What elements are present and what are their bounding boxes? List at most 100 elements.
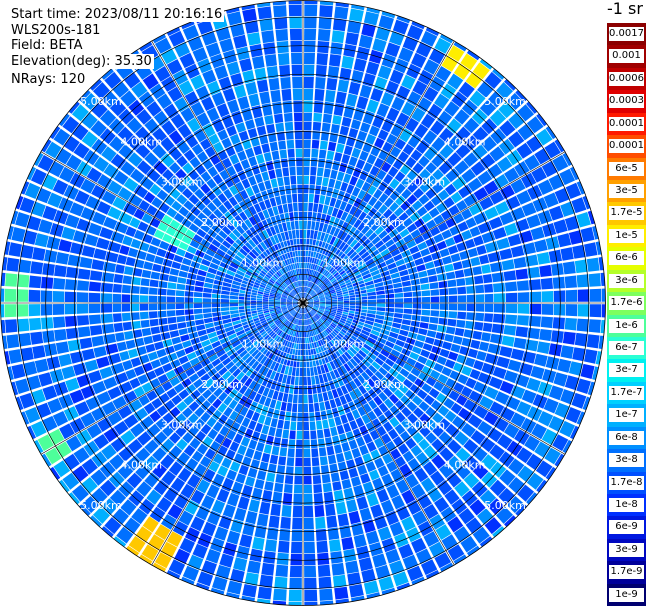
ppi-cell <box>284 312 290 317</box>
ppi-cell <box>254 479 265 490</box>
ppi-cell <box>205 42 221 58</box>
ppi-cell <box>221 341 231 349</box>
ppi-cell <box>341 375 349 385</box>
ppi-cell <box>175 290 185 297</box>
ppi-cell <box>339 162 348 173</box>
ppi-cell <box>202 308 212 314</box>
ppi-cell <box>20 244 34 259</box>
ppi-cell <box>317 266 322 272</box>
ppi-cell <box>495 391 510 405</box>
ppi-cell <box>252 271 259 277</box>
ppi-cell <box>300 349 303 356</box>
ppi-cell <box>314 335 318 342</box>
ppi-cell <box>428 275 438 283</box>
ppi-cell <box>295 318 298 325</box>
legend-swatch: 3e-6 <box>607 269 646 293</box>
ppi-cell <box>212 316 222 322</box>
ppi-cell <box>287 296 293 299</box>
ppi-cell <box>320 332 325 338</box>
ppi-cell <box>279 528 291 541</box>
ppi-cell <box>269 310 276 314</box>
ppi-cell <box>442 255 452 265</box>
ppi-cell <box>303 394 308 404</box>
ppi-cell <box>280 195 287 205</box>
ppi-cell <box>236 251 246 260</box>
ppi-cell <box>430 120 445 136</box>
ppi-cell <box>244 297 251 300</box>
ppi-cell <box>110 362 125 375</box>
ppi-cell <box>284 266 289 272</box>
ppi-cell <box>5 319 18 333</box>
ppi-cell <box>241 107 253 122</box>
ppi-cell <box>336 312 342 316</box>
ppi-cell <box>265 249 271 256</box>
ppi-cell <box>303 403 309 413</box>
ppi-cell <box>484 283 494 293</box>
ppi-cell <box>313 298 319 301</box>
ppi-cell <box>314 278 319 284</box>
ppi-cell <box>353 208 363 219</box>
ppi-cell <box>393 317 403 324</box>
ppi-cell <box>430 296 440 303</box>
ppi-cell <box>303 361 307 368</box>
ppi-cell <box>151 397 163 409</box>
ppi-cell <box>322 287 328 292</box>
ppi-cell <box>304 307 307 313</box>
ppi-cell <box>282 374 288 384</box>
ppi-cell <box>353 534 367 548</box>
ppi-cell <box>488 376 503 390</box>
ppi-cell <box>164 400 176 411</box>
ppi-cell <box>303 307 305 314</box>
ppi-cell <box>378 230 388 240</box>
ppi-cell <box>263 292 270 296</box>
ppi-cell <box>309 175 316 185</box>
ppi-cell <box>230 288 240 293</box>
ppi-cell <box>457 303 467 311</box>
ppi-cell <box>293 493 303 506</box>
ppi-cell <box>134 259 145 269</box>
ppi-cell <box>277 270 283 276</box>
ppi-cell <box>299 220 303 230</box>
ppi-cell <box>284 340 289 347</box>
ppi-cell <box>307 303 314 306</box>
ppi-cell <box>1 320 6 334</box>
ppi-cell <box>130 285 140 294</box>
ppi-cell <box>224 177 234 188</box>
ppi-cell <box>330 290 336 294</box>
ppi-cell <box>464 238 476 249</box>
ppi-cell <box>425 376 437 387</box>
ppi-cell <box>267 389 275 399</box>
ppi-cell <box>335 452 345 463</box>
ppi-cell <box>212 421 223 433</box>
ppi-cell <box>221 477 234 492</box>
range-ring-label: 5.00km <box>80 499 122 512</box>
ppi-cell <box>454 431 469 446</box>
ppi-cell <box>105 251 119 263</box>
ppi-cell <box>305 349 309 356</box>
ppi-cell <box>330 260 336 267</box>
ppi-cell <box>251 431 261 442</box>
ppi-cell <box>177 224 188 234</box>
ppi-cell <box>247 32 261 46</box>
ppi-cell <box>285 272 290 278</box>
ppi-cell <box>337 134 347 145</box>
ppi-cell <box>55 252 69 265</box>
ppi-cell <box>304 307 307 313</box>
ppi-cell <box>284 334 289 340</box>
ppi-cell <box>6 257 20 272</box>
ppi-cell <box>295 306 300 311</box>
ppi-cell <box>274 482 284 493</box>
ppi-cell <box>244 300 251 303</box>
ppi-cell <box>300 274 302 281</box>
ppi-cell <box>322 323 328 329</box>
ppi-cell <box>306 238 310 245</box>
ppi-cell <box>332 359 340 369</box>
ppi-cell <box>227 492 240 507</box>
ppi-cell <box>505 195 521 210</box>
legend-swatch: 1.7e-8 <box>607 471 646 495</box>
ppi-cell <box>262 306 269 310</box>
ppi-cell <box>315 314 320 319</box>
ppi-cell <box>270 268 276 274</box>
ppi-cell <box>135 447 151 463</box>
range-ring-label: 1.00km <box>323 337 365 350</box>
